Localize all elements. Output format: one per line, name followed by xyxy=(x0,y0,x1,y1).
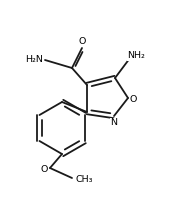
Text: O: O xyxy=(78,37,86,46)
Text: H₂N: H₂N xyxy=(25,55,43,64)
Text: N: N xyxy=(111,118,117,127)
Text: O: O xyxy=(41,165,48,174)
Text: O: O xyxy=(130,95,137,104)
Text: CH₃: CH₃ xyxy=(75,175,93,184)
Text: NH₂: NH₂ xyxy=(127,51,145,61)
